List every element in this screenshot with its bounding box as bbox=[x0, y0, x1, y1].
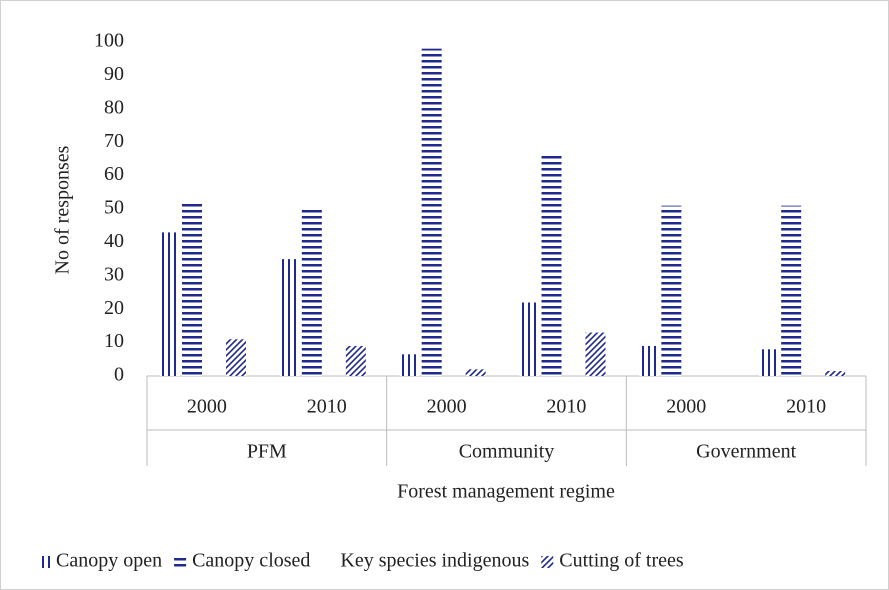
bar bbox=[541, 155, 562, 376]
legend-label: Key species indigenous bbox=[340, 550, 529, 572]
bar bbox=[825, 370, 846, 376]
bar bbox=[585, 332, 606, 376]
bar bbox=[639, 345, 660, 376]
legend-swatch bbox=[541, 556, 554, 568]
y-tick-label: 90 bbox=[104, 63, 124, 85]
group-label: PFM bbox=[247, 441, 287, 463]
y-tick-label: 30 bbox=[104, 263, 124, 285]
group-label: Government bbox=[696, 441, 796, 463]
bar bbox=[661, 205, 682, 376]
legend-swatch bbox=[322, 556, 335, 568]
legend-label: Canopy closed bbox=[192, 550, 310, 572]
y-tick-label: 60 bbox=[104, 163, 124, 185]
x-axis-title: Forest management regime bbox=[397, 481, 615, 503]
bar bbox=[519, 302, 540, 376]
y-tick-label: 40 bbox=[104, 230, 124, 252]
bar bbox=[301, 209, 322, 376]
y-tick-label: 0 bbox=[114, 364, 124, 386]
bar bbox=[226, 339, 246, 376]
bar bbox=[759, 349, 780, 376]
bar bbox=[160, 232, 180, 376]
bar bbox=[279, 259, 300, 376]
x-tick-label: 2000 bbox=[666, 396, 706, 418]
legend-label: Cutting of trees bbox=[559, 550, 684, 572]
bar bbox=[345, 345, 366, 376]
group-label: Community bbox=[459, 441, 555, 463]
y-tick-label: 20 bbox=[104, 297, 124, 319]
bar bbox=[781, 205, 802, 376]
y-tick-label: 100 bbox=[94, 30, 124, 52]
bar bbox=[465, 369, 486, 376]
x-tick-label: 2000 bbox=[187, 396, 227, 418]
bar bbox=[399, 354, 420, 376]
y-tick-label: 10 bbox=[104, 330, 124, 352]
x-tick-label: 2010 bbox=[786, 396, 826, 418]
legend-swatch bbox=[38, 556, 50, 568]
legend-label: Canopy open bbox=[56, 550, 162, 572]
x-tick-label: 2010 bbox=[546, 396, 586, 418]
y-tick-label: 50 bbox=[104, 197, 124, 219]
x-tick-label: 2000 bbox=[427, 396, 467, 418]
y-tick-label: 80 bbox=[104, 96, 124, 118]
y-axis-title: No of responses bbox=[52, 145, 74, 274]
x-tick-label: 2010 bbox=[307, 396, 347, 418]
bar bbox=[182, 202, 202, 376]
bar bbox=[421, 48, 442, 377]
y-tick-label: 70 bbox=[104, 130, 124, 152]
legend-swatch bbox=[174, 556, 187, 568]
